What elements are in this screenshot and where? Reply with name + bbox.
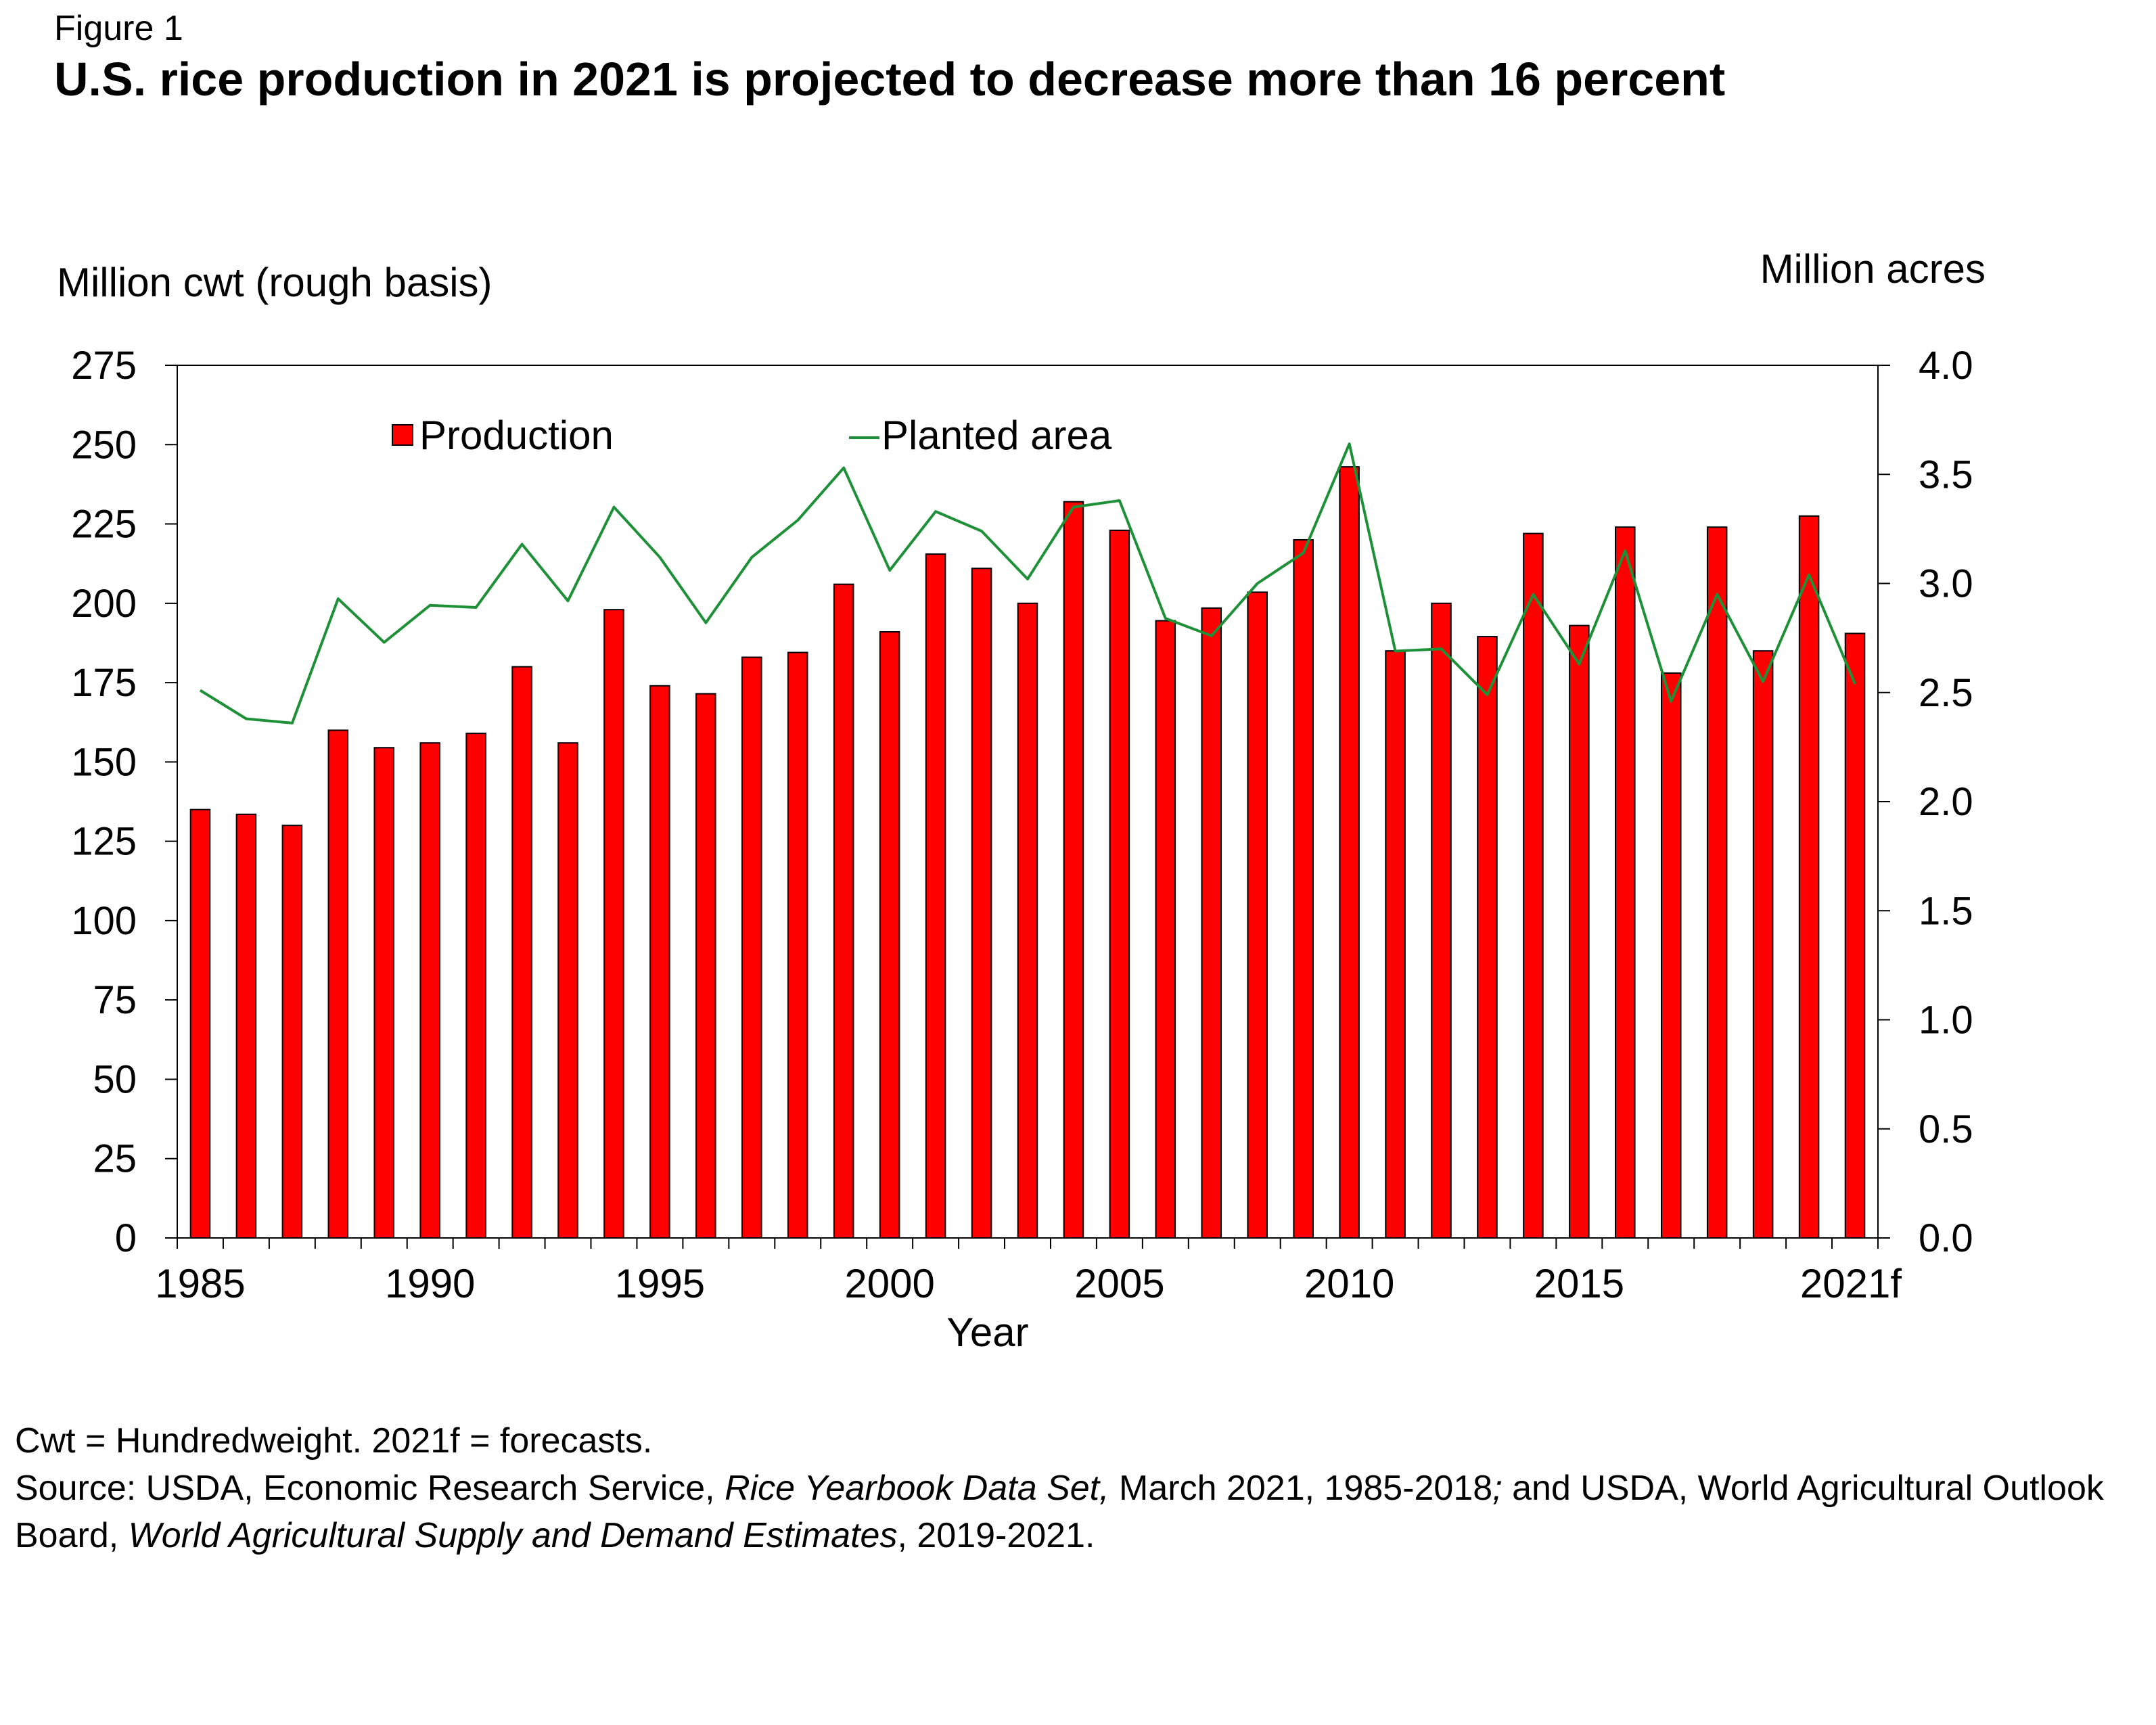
production-bar-2004 — [1063, 501, 1084, 1239]
production-bar-2002 — [971, 568, 992, 1239]
y-left-tick-label: 125 — [71, 820, 137, 864]
y-right-tick-label: 2.5 — [1919, 671, 1973, 715]
production-bar-1989 — [373, 747, 395, 1239]
y-right-tick-label: 2.0 — [1919, 780, 1973, 824]
production-bar-2013 — [1477, 636, 1498, 1239]
x-axis-label: Year — [946, 1310, 1028, 1355]
production-bar-1996 — [695, 693, 716, 1239]
production-bar-1995 — [649, 685, 670, 1239]
production-bar-2016 — [1615, 526, 1636, 1239]
production-bar-2015 — [1569, 624, 1590, 1239]
production-bar-1999 — [833, 583, 854, 1239]
production-bar-2000 — [879, 631, 900, 1239]
figure-label: Figure 1 — [54, 9, 183, 48]
production-bar-1993 — [557, 742, 578, 1239]
y-left-tick-label: 0 — [115, 1216, 137, 1260]
production-bar-1997 — [741, 656, 762, 1239]
y-right-tick-label: 1.5 — [1919, 889, 1973, 933]
y-right-tick-label: 4.0 — [1919, 344, 1973, 388]
production-bar-2011 — [1385, 650, 1406, 1239]
production-bar-1986 — [235, 813, 257, 1239]
y-axis-left-label: Million cwt (rough basis) — [57, 260, 492, 305]
legend-planted-label: Planted area — [881, 413, 1112, 458]
y-left-tick-label: 100 — [71, 899, 137, 943]
chart-title: U.S. rice production in 2021 is projecte… — [54, 53, 1726, 106]
footnote-source: Source: USDA, Economic Research Service,… — [15, 1469, 2104, 1555]
production-bar-2020 — [1798, 515, 1820, 1239]
production-bar-1998 — [787, 651, 808, 1239]
production-bar-2008 — [1247, 591, 1268, 1239]
x-tick-label: 2015 — [1534, 1261, 1624, 1306]
production-bar-2006 — [1155, 620, 1176, 1239]
footnote-definitions: Cwt = Hundredweight. 2021f = forecasts. — [15, 1421, 653, 1460]
y-right-tick-label: 3.0 — [1919, 562, 1973, 606]
y-left-tick-label: 200 — [71, 582, 137, 626]
production-bar-2019 — [1752, 650, 1774, 1239]
production-bar-1992 — [511, 666, 532, 1239]
production-bar-2005 — [1109, 529, 1130, 1239]
production-bar-2003 — [1017, 602, 1038, 1239]
production-bar-1990 — [419, 742, 440, 1239]
production-bar-2018 — [1706, 526, 1728, 1239]
production-bar-2001 — [925, 553, 946, 1239]
x-tick-label: 2000 — [844, 1261, 934, 1306]
production-bar-2017 — [1660, 672, 1682, 1239]
production-bar-2014 — [1523, 532, 1544, 1239]
production-bar-2009 — [1293, 539, 1314, 1239]
production-bar-1987 — [281, 825, 303, 1239]
y-left-tick-label: 225 — [71, 503, 137, 547]
y-left-tick-label: 75 — [93, 978, 137, 1022]
y-left-tick-label: 250 — [71, 423, 137, 467]
y-left-tick-label: 50 — [93, 1057, 137, 1101]
x-tick-label: 1990 — [385, 1261, 475, 1306]
footnotes: Cwt = Hundredweight. 2021f = forecasts. … — [15, 1417, 2112, 1559]
production-bar-2012 — [1431, 602, 1452, 1239]
y-right-tick-label: 3.5 — [1919, 453, 1973, 497]
y-left-tick-label: 25 — [93, 1137, 137, 1181]
legend-production-swatch — [392, 424, 413, 446]
x-tick-label: 1995 — [615, 1261, 705, 1306]
y-right-tick-label: 0.5 — [1919, 1107, 1973, 1151]
y-left-tick-label: 150 — [71, 740, 137, 784]
chart: Million cwt (rough basis) Million acres … — [57, 246, 1986, 1355]
y-right-tick-label: 1.0 — [1919, 998, 1973, 1042]
y-axis-right-label: Million acres — [1760, 246, 1986, 292]
y-left-tick-label: 175 — [71, 661, 137, 705]
production-bar-1991 — [465, 733, 486, 1239]
production-bar-2010 — [1339, 466, 1360, 1239]
x-tick-label: 1985 — [155, 1261, 245, 1306]
legend-production-label: Production — [419, 413, 614, 458]
y-right-tick-label: 0.0 — [1919, 1216, 1973, 1260]
production-bar-1988 — [327, 729, 349, 1239]
x-tick-label: 2005 — [1074, 1261, 1164, 1306]
production-bar-2007 — [1201, 607, 1222, 1239]
production-bar-1994 — [603, 609, 624, 1239]
x-tick-label: 2021f — [1800, 1261, 1902, 1306]
production-bar-2021f — [1844, 632, 1866, 1239]
production-bar-1985 — [189, 808, 211, 1239]
x-tick-label: 2010 — [1304, 1261, 1394, 1306]
y-left-tick-label: 275 — [71, 344, 137, 388]
